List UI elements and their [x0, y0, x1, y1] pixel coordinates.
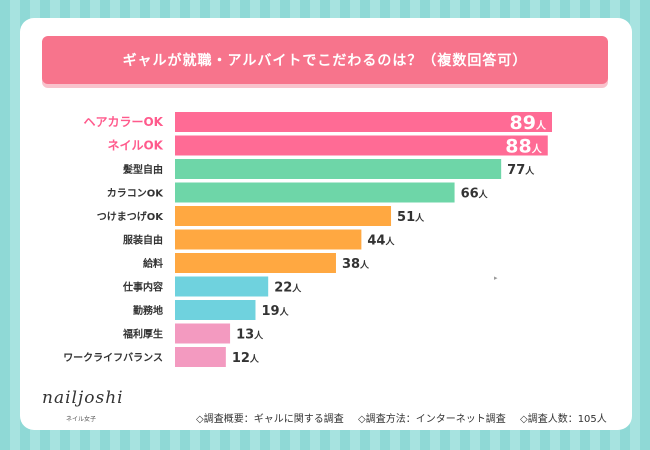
- value-label: 12人: [232, 351, 260, 366]
- value-label: 77人: [507, 163, 535, 178]
- bar: [175, 112, 552, 132]
- value-label: 44人: [367, 234, 395, 249]
- bar: [175, 182, 455, 203]
- bar: [175, 253, 336, 273]
- value-label: 88人: [505, 136, 542, 158]
- brand-logo: nailjoshi: [42, 388, 124, 408]
- value-label: 51人: [397, 210, 425, 225]
- bar: [175, 229, 362, 250]
- bar: [175, 135, 548, 156]
- value-label: 38人: [342, 257, 370, 272]
- chart-title: ギャルが就職・アルバイトでこだわるのは？（複数回答可）: [42, 36, 608, 84]
- bar: [175, 206, 392, 226]
- category-label: ヘアカラーOK: [83, 115, 163, 129]
- value-label: 22人: [274, 281, 302, 296]
- value-label: 13人: [236, 328, 264, 343]
- value-label: 66人: [461, 187, 489, 202]
- category-label: 服装自由: [123, 234, 163, 247]
- category-label: ワークライフバランス: [63, 352, 163, 364]
- footer-respondents: ◇調査人数：105人: [520, 414, 607, 425]
- category-label: 給料: [143, 257, 163, 270]
- category-label: つけまつげOK: [97, 210, 165, 223]
- bar: [175, 323, 231, 344]
- category-label: 福利厚生: [122, 328, 163, 341]
- bar: [175, 347, 226, 367]
- bar: [175, 300, 256, 320]
- bar: [175, 159, 502, 179]
- category-label: 仕事内容: [122, 281, 163, 294]
- category-label: ネイルOK: [107, 139, 163, 153]
- category-label: カラコンOK: [107, 188, 165, 200]
- decorative-arrow-icon: ▸: [494, 274, 498, 282]
- value-label: 89人: [510, 112, 547, 134]
- category-label: 髪型自由: [122, 163, 163, 176]
- category-label: 勤務地: [133, 304, 163, 317]
- bar: [175, 276, 269, 297]
- value-label: 19人: [261, 304, 289, 319]
- brand-logo-subtitle: ネイル女子: [66, 416, 97, 423]
- footer-method: ◇調査方法：インターネット調査: [358, 414, 506, 425]
- footer-overview: ◇調査概要：ギャルに関する調査: [196, 414, 344, 425]
